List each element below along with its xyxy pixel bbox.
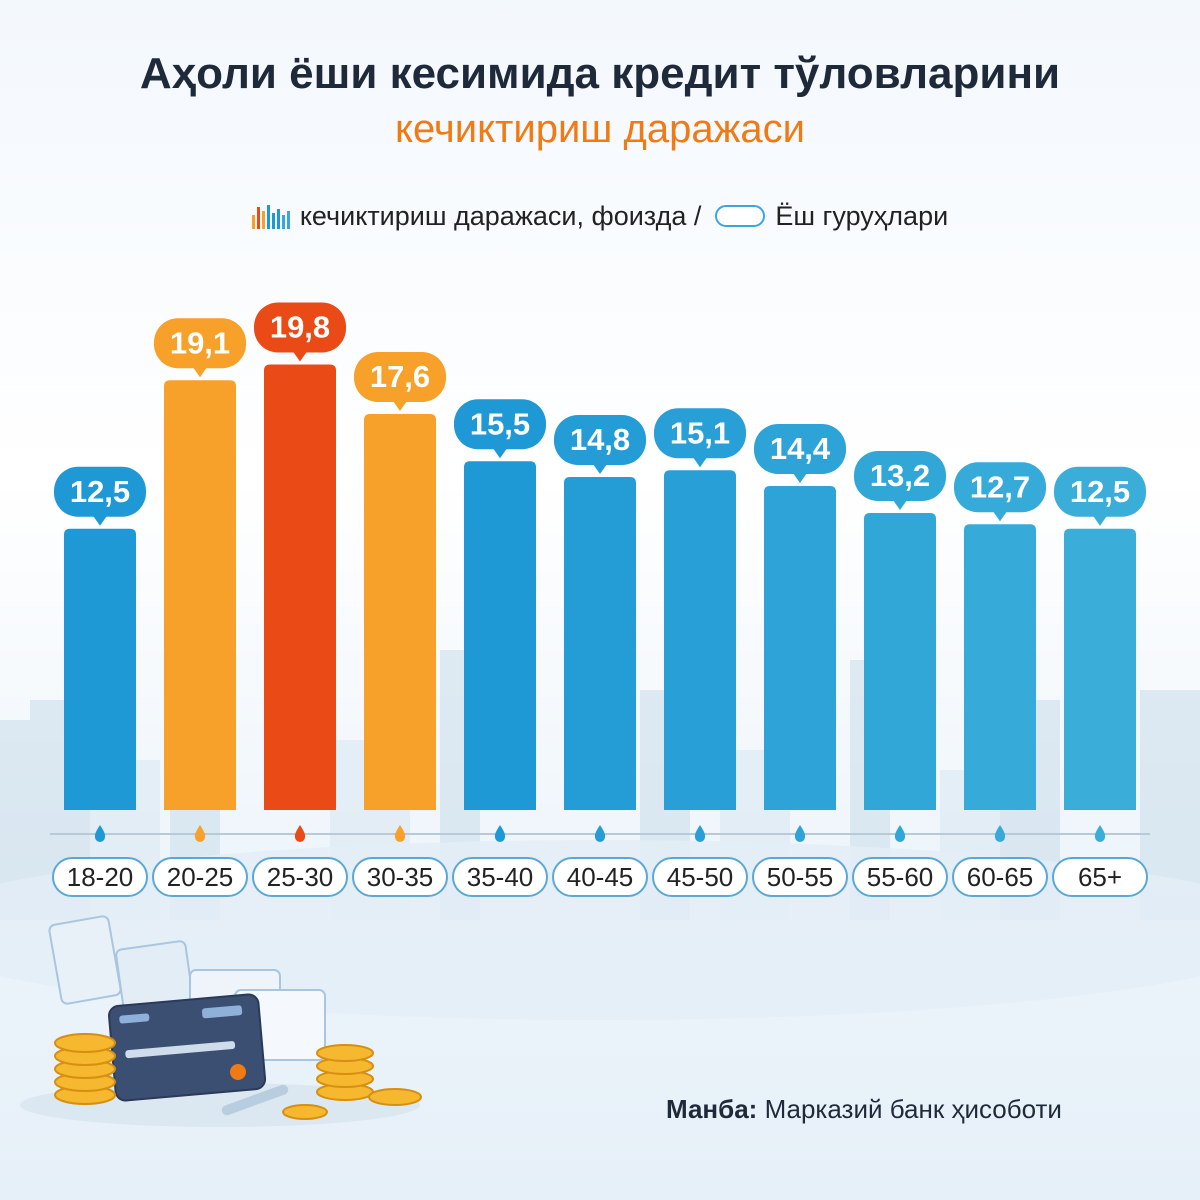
legend-series-label: кечиктириш даражаси, фоизда / bbox=[299, 200, 702, 231]
source-note: Манба: Марказий банк ҳисоботи bbox=[666, 1094, 1062, 1125]
legend-categories-label: Ёш гуруҳлари bbox=[775, 200, 949, 231]
category-pill bbox=[552, 857, 648, 897]
value-bubble bbox=[454, 399, 546, 450]
credit-card-coins-illustration bbox=[20, 915, 422, 1127]
axis-marker bbox=[194, 825, 206, 842]
source-label: Манба: bbox=[666, 1094, 758, 1124]
value-bubble-pointer bbox=[1093, 515, 1107, 526]
tick-label: 45-50 bbox=[667, 862, 734, 892]
category-pill bbox=[152, 857, 248, 897]
category-pill bbox=[752, 857, 848, 897]
axis-marker bbox=[394, 825, 406, 842]
category-pill bbox=[252, 857, 348, 897]
tick-label: 30-35 bbox=[367, 862, 434, 892]
tick-label: 40-45 bbox=[567, 862, 634, 892]
data-label: 13,2 bbox=[870, 458, 930, 493]
category-pill bbox=[952, 857, 1048, 897]
value-bubble bbox=[654, 408, 746, 459]
category-pill bbox=[352, 857, 448, 897]
value-bubble bbox=[854, 451, 946, 501]
data-label: 14,4 bbox=[770, 431, 831, 466]
bar bbox=[1064, 528, 1136, 810]
data-label: 12,5 bbox=[1070, 474, 1130, 509]
chart-subtitle: кечиктириш даражаси bbox=[395, 107, 805, 151]
bar bbox=[264, 364, 336, 810]
data-label: 19,8 bbox=[270, 310, 330, 345]
bar bbox=[964, 524, 1036, 810]
chart-title: Аҳоли ёши кесимида кредит тўловларини bbox=[139, 49, 1061, 98]
bar bbox=[864, 513, 936, 810]
value-bubble-pointer bbox=[93, 515, 107, 526]
value-bubble-pointer bbox=[693, 457, 707, 468]
tick-label: 35-40 bbox=[467, 862, 534, 892]
data-label: 14,8 bbox=[570, 422, 630, 457]
value-bubble bbox=[754, 424, 846, 474]
value-bubble bbox=[154, 318, 246, 369]
value-bubble-pointer bbox=[993, 511, 1007, 522]
category-pill bbox=[52, 857, 148, 897]
tick-label: 25-30 bbox=[267, 862, 334, 892]
value-bubble-pointer bbox=[593, 464, 607, 474]
bar bbox=[464, 461, 536, 810]
tick-label: 18-20 bbox=[67, 862, 134, 892]
tick-label: 65+ bbox=[1078, 862, 1122, 892]
tick-label: 20-25 bbox=[167, 862, 234, 892]
value-bubble bbox=[354, 352, 446, 402]
bar-chart: 12,5 18-20 19,1 20-25 19,8 25-30 17,6 30-35 15,5… bbox=[50, 302, 1150, 897]
data-label: 15,1 bbox=[670, 415, 730, 450]
category-pill bbox=[1052, 857, 1148, 897]
tick-label: 50-55 bbox=[767, 862, 834, 892]
value-bubble-pointer bbox=[893, 500, 907, 510]
value-bubble bbox=[254, 302, 346, 353]
axis-marker bbox=[494, 825, 506, 842]
bar-chart-icon bbox=[251, 203, 290, 229]
data-label: 19,1 bbox=[170, 325, 230, 360]
axis-marker bbox=[94, 825, 106, 842]
axis-marker bbox=[594, 825, 606, 842]
value-bubble bbox=[954, 462, 1046, 513]
axis-marker bbox=[1094, 825, 1106, 842]
bar bbox=[164, 380, 236, 810]
value-bubble-pointer bbox=[793, 473, 807, 483]
bar bbox=[664, 470, 736, 810]
axis-marker bbox=[994, 825, 1006, 842]
value-bubble-pointer bbox=[193, 367, 207, 378]
tick-label: 55-60 bbox=[867, 862, 934, 892]
source-text: Марказий банк ҳисоботи bbox=[764, 1094, 1062, 1124]
category-pill bbox=[452, 857, 548, 897]
axis-marker bbox=[694, 825, 706, 842]
value-bubble-pointer bbox=[393, 401, 407, 411]
bar bbox=[364, 414, 436, 810]
pill-icon bbox=[715, 205, 766, 227]
data-label: 12,5 bbox=[70, 474, 130, 509]
value-bubble-pointer bbox=[293, 351, 307, 362]
data-label: 12,7 bbox=[970, 469, 1030, 504]
data-label: 15,5 bbox=[470, 406, 530, 441]
data-label: 17,6 bbox=[370, 359, 430, 394]
axis-marker bbox=[794, 825, 806, 842]
category-pill bbox=[652, 857, 748, 897]
value-bubble bbox=[554, 415, 646, 465]
bar bbox=[64, 528, 136, 810]
bar bbox=[564, 477, 636, 810]
tick-label: 60-65 bbox=[967, 862, 1034, 892]
value-bubble-pointer bbox=[493, 448, 507, 459]
axis-marker bbox=[294, 825, 306, 842]
value-bubble bbox=[1054, 466, 1146, 517]
value-bubble bbox=[54, 466, 146, 517]
category-pill bbox=[852, 857, 948, 897]
axis-marker bbox=[894, 825, 906, 842]
bar bbox=[764, 486, 836, 810]
legend: кечиктириш даражаси, фоизда / Ёш гуруҳла… bbox=[0, 196, 1200, 236]
